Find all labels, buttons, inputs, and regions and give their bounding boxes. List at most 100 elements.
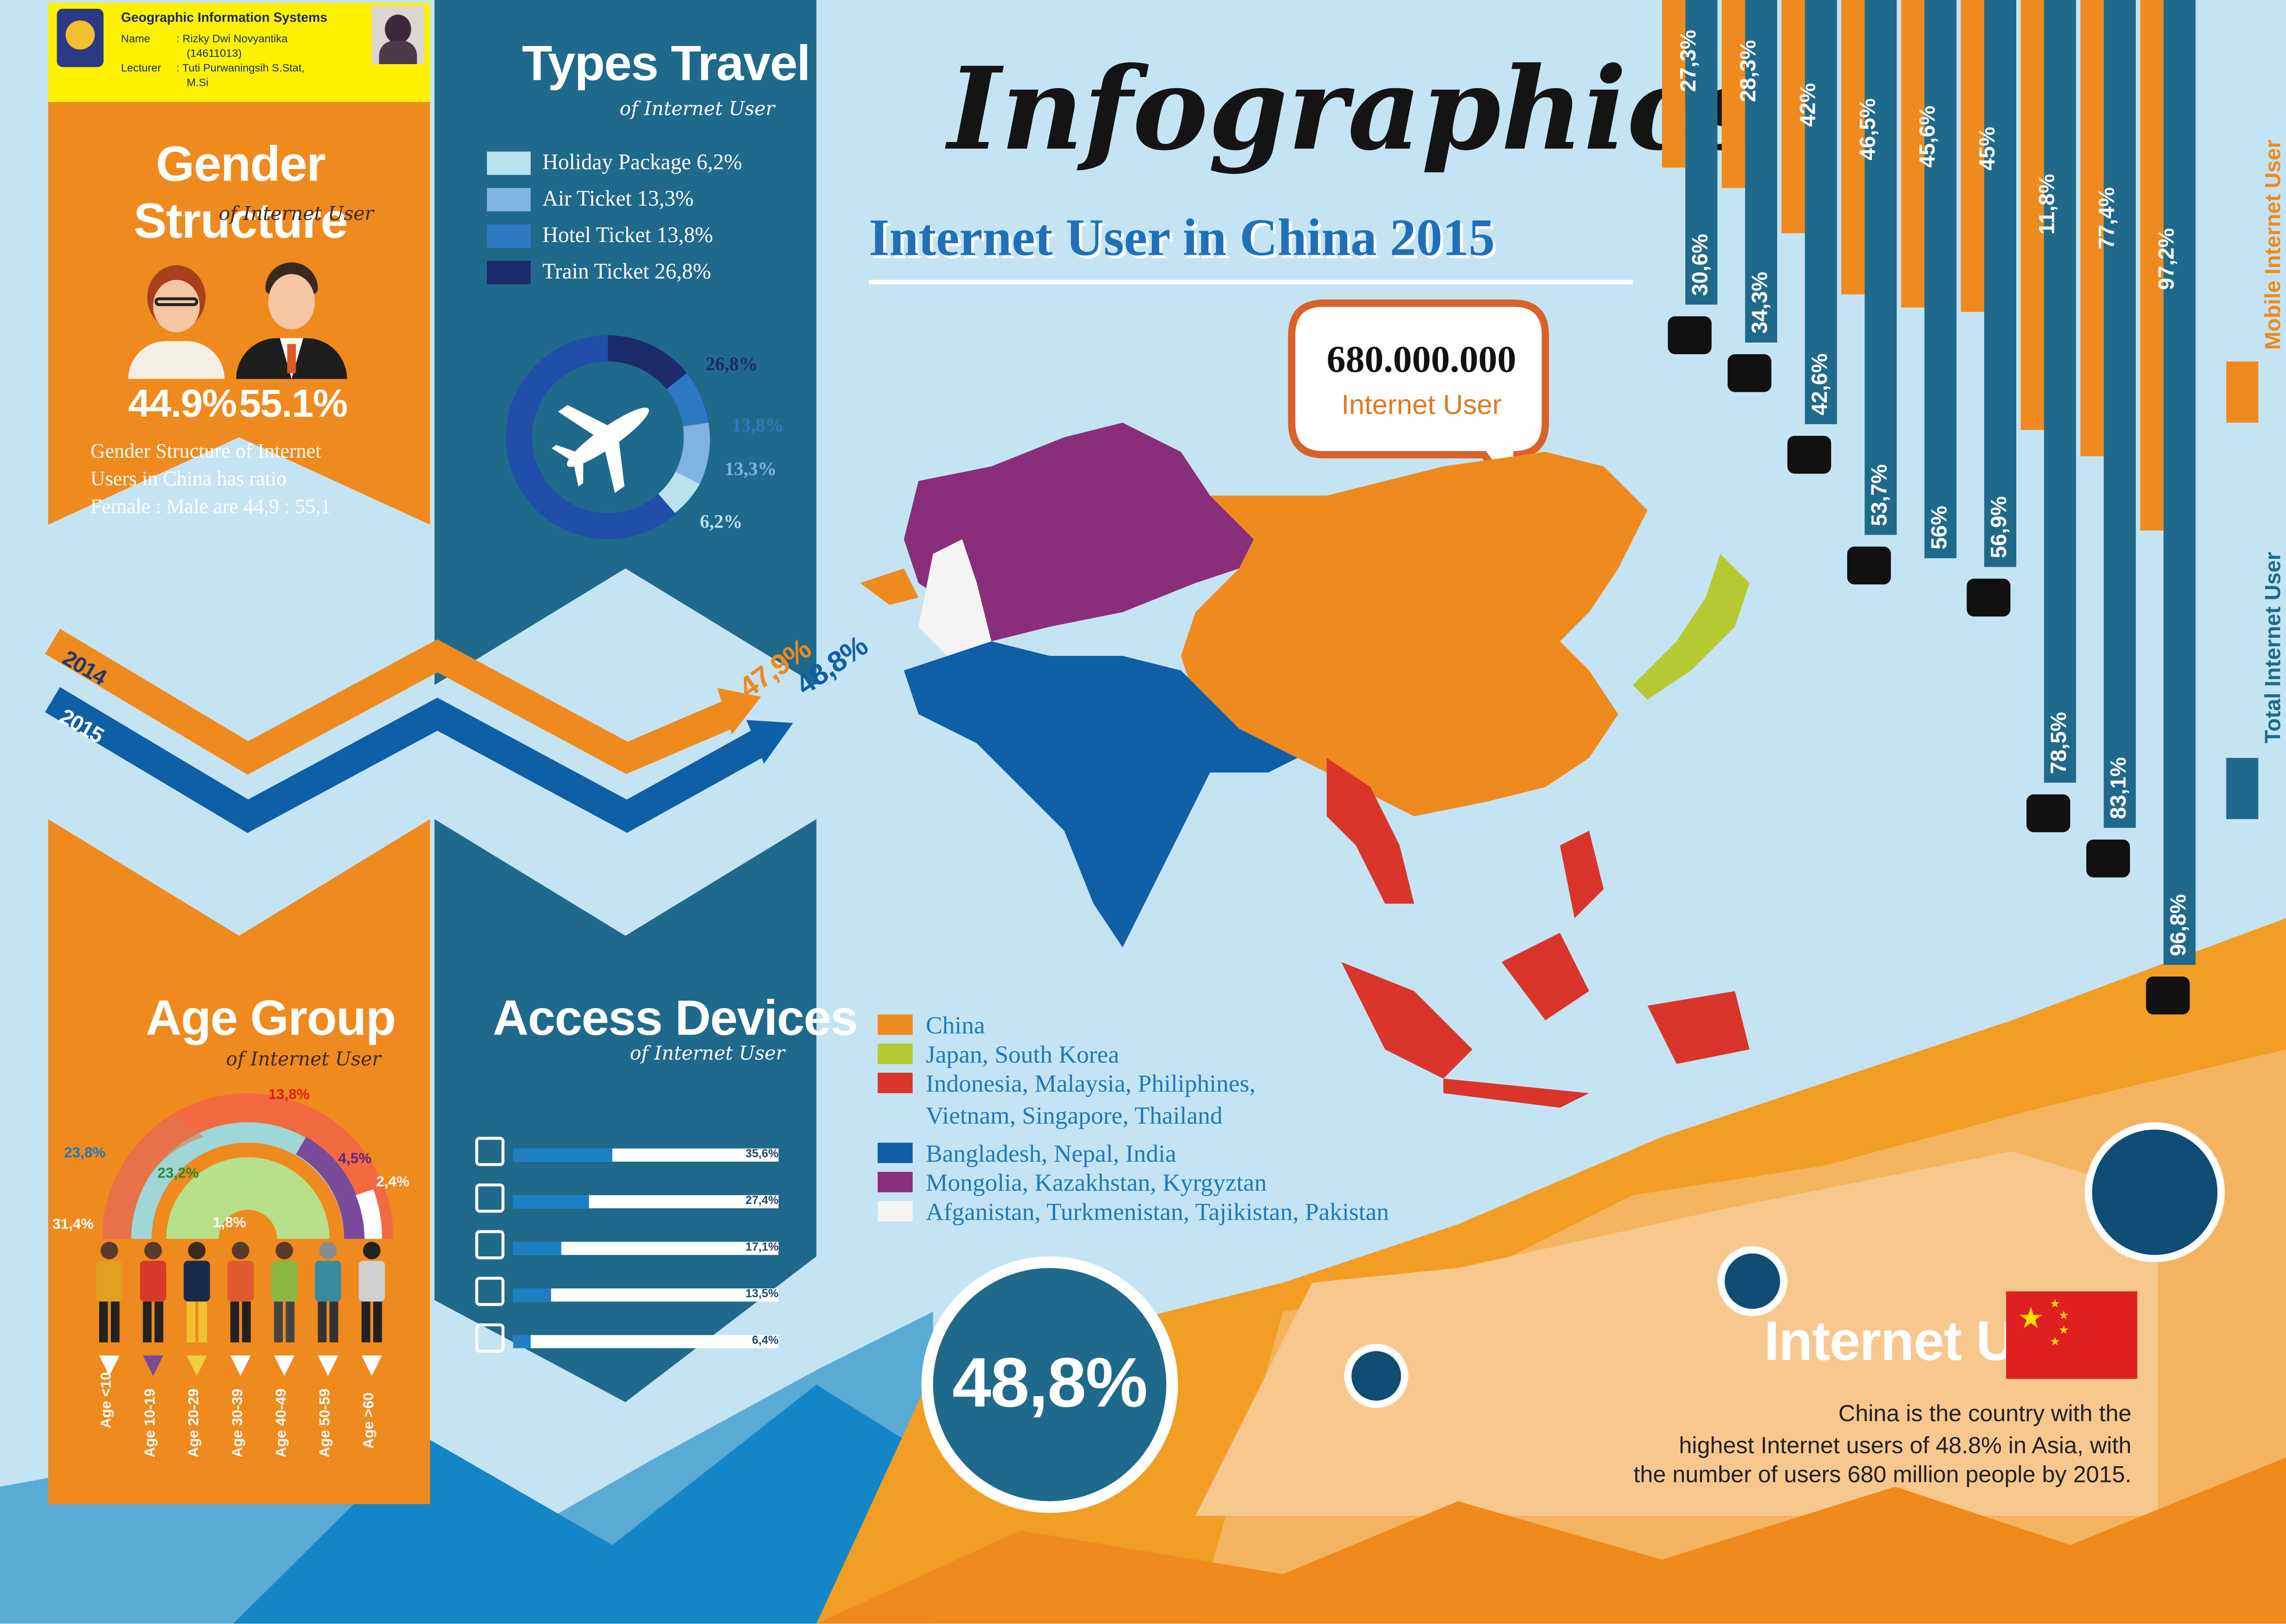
- activity-bar-chart: 27,3% 30,6% 28,3% 34,3% 42% 42,6% 46,5% 53,7% 45…: [1662, 0, 2216, 1122]
- gender-subtitle: of Internet User: [219, 204, 374, 226]
- age-group-50-59: Age 50-59: [318, 1388, 334, 1458]
- smartphone-icon: [475, 1137, 505, 1166]
- legend-swatch-holiday: [487, 151, 531, 175]
- gamepad-icon: [1967, 579, 2011, 617]
- device-bar-value: 35,6%: [745, 1147, 779, 1160]
- footer-desc-1: China is the country with the: [1838, 1402, 2132, 1427]
- briefcase-icon: [1727, 353, 1772, 392]
- decor-dot-1: [1717, 1246, 1788, 1316]
- person-40-49-icon: [271, 1242, 298, 1376]
- person-20-29-icon: [183, 1242, 210, 1376]
- mobile-bar-value: 42%: [1796, 84, 1821, 128]
- desktop-icon: [475, 1183, 505, 1213]
- age-group-40-49: Age 40-49: [274, 1388, 290, 1458]
- devices-panel: [434, 819, 817, 1402]
- tv-icon: [475, 1323, 505, 1353]
- weibo-icon: [1668, 317, 1712, 355]
- travel-donut: [506, 335, 710, 539]
- mobile-bar: [2080, 0, 2104, 456]
- map-swatch-japan: [877, 1043, 913, 1064]
- age-title: Age Group: [146, 991, 396, 1047]
- device-bar-value: 17,1%: [745, 1240, 779, 1254]
- infographics-title: Infographics: [948, 44, 1760, 176]
- age-group-10-19: Age 10-19: [143, 1388, 159, 1458]
- mobile-bar: [1901, 0, 1925, 307]
- internet-user-label: Internet User: [1341, 390, 1502, 421]
- donut-train: [608, 335, 687, 391]
- big-percentage-ring: [921, 1256, 1178, 1513]
- mobile-bar: [1662, 0, 1686, 168]
- total-bar-value: 78,5%: [2046, 712, 2072, 774]
- asia-map: [860, 422, 1750, 1108]
- mail-icon: [2146, 977, 2190, 1015]
- trend-2015-line: [45, 687, 766, 833]
- trend-2014-line: [45, 628, 735, 775]
- map-legend-japan: Japan, South Korea: [926, 1041, 1119, 1068]
- map-legend-mongolia: Mongolia, Kazakhstan, Kyrgyztan: [926, 1169, 1267, 1197]
- travel-subtitle: of Internet User: [619, 99, 775, 121]
- device-bar-track: [513, 1335, 779, 1348]
- title-underline: [869, 279, 1633, 285]
- age-value-20-29: 23,2%: [157, 1166, 199, 1182]
- total-bar: [1924, 0, 1957, 558]
- device-bar-fill: [513, 1288, 551, 1302]
- big-percentage: 48,8%: [952, 1345, 1148, 1423]
- total-bar-value: 56%: [1927, 505, 1952, 550]
- internet-user-count: 680.000.000: [1326, 338, 1516, 381]
- legend-swatch-total: [2226, 757, 2259, 819]
- header-card: Geographic Information Systems Name : Ri…: [48, 3, 430, 102]
- mobile-bar: [1781, 0, 1805, 234]
- decor-dot-3: [2085, 1122, 2225, 1262]
- legend-label-air: Air Ticket 13,3%: [542, 188, 694, 212]
- moneybag-icon: [2026, 794, 2071, 832]
- arc-20-29: [166, 1157, 330, 1239]
- mobile-bar-value: 28,3%: [1736, 40, 1761, 103]
- trend-arrows: [45, 628, 793, 833]
- main-title: Internet User in China 2015: [869, 208, 1495, 267]
- airplane-icon: [552, 405, 649, 493]
- donut-label-holiday: 6,2%: [700, 510, 743, 532]
- age-value-over-60: 2,4%: [376, 1175, 409, 1191]
- tablet-icon: [475, 1276, 505, 1306]
- map-region-west: [860, 568, 919, 605]
- mobile-bar-value: 97,2%: [2155, 227, 2180, 290]
- lecturer-label: Lecturer: [121, 61, 162, 75]
- age-group-under-10: Age <10: [99, 1372, 116, 1429]
- gender-desc-3: Female : Male are 44,9 : 55,1: [90, 497, 331, 519]
- male-avatar-icon: [236, 262, 347, 379]
- mobile-bar: [2140, 0, 2164, 531]
- person-30-39-icon: [227, 1242, 254, 1376]
- donut-label-train: 26,8%: [705, 352, 758, 375]
- total-bar: [1984, 0, 2017, 568]
- total-bar-value: 30,6%: [1688, 234, 1713, 297]
- map-region-philippines: [1560, 830, 1604, 919]
- mobile-bar-value: 27,3%: [1676, 29, 1702, 92]
- device-bar-value: 13,5%: [745, 1287, 779, 1300]
- device-bar-track: [513, 1288, 779, 1302]
- device-bar-value: 6,4%: [752, 1333, 779, 1347]
- map-swatch-mongolia: [877, 1171, 913, 1192]
- gender-panel: [48, 102, 430, 525]
- name-label: Name: [121, 32, 150, 45]
- mobile-bar-value: 45,6%: [1916, 105, 1941, 168]
- course-title: Geographic Information Systems: [121, 10, 328, 25]
- age-value-40-49: 13,8%: [268, 1087, 310, 1104]
- arc-50-59: [296, 1137, 365, 1239]
- total-bar-value: 96,8%: [2166, 894, 2191, 957]
- legend-label-mobile: Mobile Internet User: [2261, 139, 2286, 350]
- books-icon: [1787, 436, 1831, 474]
- map-swatch-southeast: [877, 1073, 913, 1093]
- mobile-bar-value: 77,4%: [2095, 186, 2120, 249]
- age-group-20-29: Age 20-29: [186, 1388, 203, 1458]
- lecturer-title: M.Si: [186, 76, 209, 89]
- map-legend-china: China: [926, 1011, 985, 1040]
- person-10-19-icon: [140, 1242, 166, 1376]
- total-bar: [1685, 0, 1718, 305]
- age-people-row: [96, 1242, 385, 1376]
- total-bar: [2163, 0, 2196, 965]
- female-percentage: 44.9%: [128, 382, 237, 426]
- age-group-30-39: Age 30-39: [230, 1388, 247, 1458]
- footer-desc-3: the number of users 680 million people b…: [1633, 1463, 2132, 1488]
- lecturer-value: : Tuti Purwaningsih S.Stat,: [176, 61, 305, 75]
